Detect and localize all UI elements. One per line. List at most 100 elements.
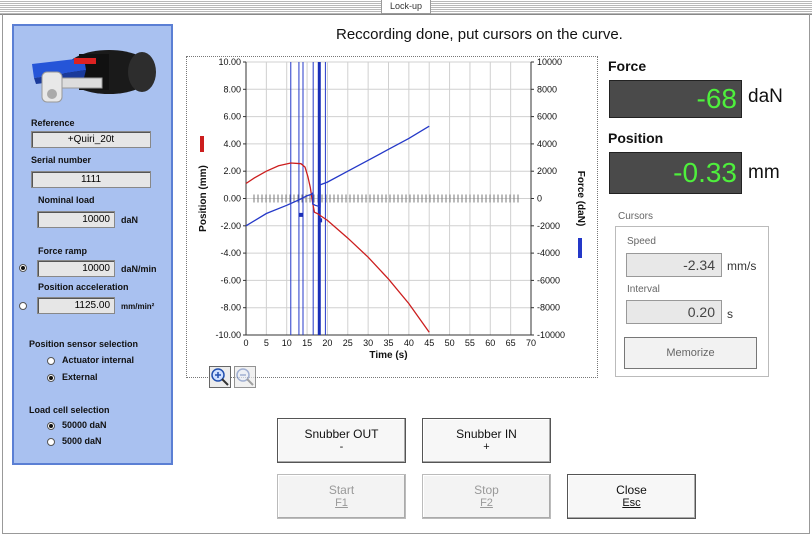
position-acceleration-radio[interactable] bbox=[19, 302, 27, 310]
zoom-out-icon bbox=[236, 368, 254, 386]
y-left-tick-label: 4.00 bbox=[223, 139, 241, 149]
position-unit: mm bbox=[748, 162, 780, 183]
nominal-load-field[interactable]: 10000 bbox=[37, 211, 115, 228]
x-tick-label: 55 bbox=[465, 338, 475, 348]
load-cell-50000-label: 50000 daN bbox=[62, 420, 107, 430]
reference-label: Reference bbox=[31, 118, 75, 128]
start-button[interactable]: Start F1 bbox=[277, 474, 406, 519]
speed-field: -2.34 bbox=[626, 253, 722, 277]
sensor-external-label: External bbox=[62, 372, 98, 382]
position-display: -0.33 bbox=[609, 152, 742, 194]
snubber-in-key: + bbox=[483, 441, 490, 453]
force-ramp-radio[interactable] bbox=[19, 264, 27, 272]
y-right-tick-label: 0 bbox=[537, 194, 542, 204]
position-legend-marker bbox=[200, 136, 204, 152]
window-title: Lock-up bbox=[380, 0, 432, 14]
settings-panel: Reference +Quiri_20t Serial number 1111 … bbox=[12, 24, 173, 465]
y-left-tick-label: -10.00 bbox=[215, 330, 241, 340]
snubber-in-button[interactable]: Snubber IN + bbox=[422, 418, 551, 463]
x-tick-label: 20 bbox=[322, 338, 332, 348]
cursor-marker bbox=[298, 212, 303, 217]
force-legend-marker bbox=[578, 238, 582, 258]
x-tick-label: 50 bbox=[445, 338, 455, 348]
y-left-tick-label: 10.00 bbox=[218, 57, 241, 67]
start-label: Start bbox=[328, 483, 355, 497]
cursors-title: Cursors bbox=[618, 211, 654, 222]
x-tick-label: 40 bbox=[404, 338, 414, 348]
chart-frame bbox=[186, 56, 598, 378]
y-left-tick-label: 2.00 bbox=[223, 166, 241, 176]
reference-field[interactable]: +Quiri_20t bbox=[31, 131, 151, 148]
stop-key: F2 bbox=[480, 497, 493, 509]
actuator-image bbox=[32, 50, 156, 103]
load-cell-5000-radio[interactable] bbox=[47, 438, 55, 446]
y-right-tick-label: -2000 bbox=[537, 221, 560, 231]
stop-label: Stop bbox=[474, 483, 499, 497]
y-left-tick-label: -8.00 bbox=[220, 303, 241, 313]
position-title: Position bbox=[608, 130, 664, 146]
zoom-in-button[interactable] bbox=[209, 366, 231, 388]
y-right-tick-label: 10000 bbox=[537, 57, 562, 67]
x-tick-label: 15 bbox=[302, 338, 312, 348]
close-label: Close bbox=[616, 483, 647, 497]
x-axis-title: Time (s) bbox=[369, 350, 407, 361]
x-tick-label: 25 bbox=[343, 338, 353, 348]
y-right-tick-label: 2000 bbox=[537, 166, 557, 176]
sensor-external-radio[interactable] bbox=[47, 374, 55, 382]
series-line-position bbox=[245, 162, 430, 333]
y-right-tick-label: -8000 bbox=[537, 303, 560, 313]
y-left-axis-title: Position (mm) bbox=[198, 165, 209, 232]
y-left-tick-label: 0.00 bbox=[223, 194, 241, 204]
force-position-chart[interactable]: 10.00 8.00 6.00 4.00 2.00 0.00 -2.00 -4.00 -6.00… bbox=[186, 56, 598, 378]
load-cell-50000-radio[interactable] bbox=[47, 422, 55, 430]
x-tick-label: 45 bbox=[424, 338, 434, 348]
force-ramp-label: Force ramp bbox=[38, 246, 88, 256]
interval-label: Interval bbox=[627, 284, 660, 295]
close-button[interactable]: Close Esc bbox=[567, 474, 696, 519]
title-bar: Lock-up bbox=[0, 0, 812, 15]
interval-unit: s bbox=[727, 307, 733, 321]
force-display: -68 bbox=[609, 80, 742, 118]
snubber-out-button[interactable]: Snubber OUT - bbox=[277, 418, 406, 463]
x-tick-label: 35 bbox=[383, 338, 393, 348]
memorize-button[interactable]: Memorize bbox=[624, 337, 757, 369]
snubber-in-label: Snubber IN bbox=[456, 427, 517, 441]
y-right-tick-label: -4000 bbox=[537, 248, 560, 258]
force-ramp-field[interactable]: 10000 bbox=[37, 260, 115, 277]
stop-button[interactable]: Stop F2 bbox=[422, 474, 551, 519]
y-left-tick-label: 8.00 bbox=[223, 84, 241, 94]
speed-label: Speed bbox=[627, 236, 656, 247]
nominal-load-unit: daN bbox=[121, 215, 139, 225]
x-tick-label: 30 bbox=[363, 338, 373, 348]
y-right-axis-title: Force (daN) bbox=[575, 171, 586, 227]
force-ramp-unit: daN/min bbox=[121, 264, 157, 274]
force-unit: daN bbox=[748, 86, 783, 107]
y-right-tick-label: -10000 bbox=[537, 330, 565, 340]
close-key: Esc bbox=[622, 497, 641, 509]
interval-field: 0.20 bbox=[626, 300, 722, 324]
y-right-tick-label: -6000 bbox=[537, 275, 560, 285]
load-cell-5000-label: 5000 daN bbox=[62, 436, 102, 446]
position-acceleration-field[interactable]: 1125.00 bbox=[37, 297, 115, 314]
series-line-force bbox=[245, 125, 430, 227]
force-title: Force bbox=[608, 58, 647, 74]
x-tick-label: 60 bbox=[485, 338, 495, 348]
cursors-group bbox=[615, 226, 769, 377]
serial-field[interactable]: 1111 bbox=[31, 171, 151, 188]
y-right-tick-label: 4000 bbox=[537, 139, 557, 149]
x-tick-label: 70 bbox=[526, 338, 536, 348]
y-right-tick-label: 6000 bbox=[537, 112, 557, 122]
y-right-tick-label: 8000 bbox=[537, 84, 557, 94]
snubber-out-key: - bbox=[339, 441, 344, 453]
snubber-out-label: Snubber OUT bbox=[304, 427, 379, 441]
speed-unit: mm/s bbox=[727, 259, 757, 273]
x-tick-label: 0 bbox=[243, 338, 248, 348]
cursor-marker bbox=[318, 218, 323, 223]
zoom-out-button[interactable] bbox=[234, 366, 256, 388]
position-acceleration-unit: mm/min² bbox=[121, 302, 155, 311]
y-left-tick-label: -6.00 bbox=[220, 275, 241, 285]
y-left-tick-label: -2.00 bbox=[220, 221, 241, 231]
y-left-tick-label: 6.00 bbox=[223, 112, 241, 122]
position-sensor-label: Position sensor selection bbox=[29, 339, 139, 349]
sensor-actuator-radio[interactable] bbox=[47, 357, 55, 365]
